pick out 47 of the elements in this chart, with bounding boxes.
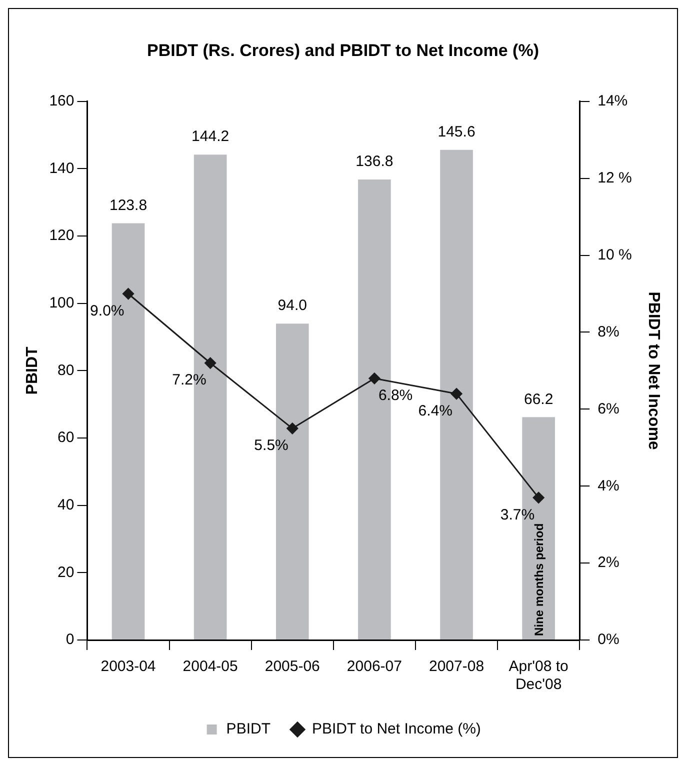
data-label: 123.8 (109, 196, 148, 214)
y2-tick-label: 0% (598, 631, 620, 648)
y2-tick-label: 14% (598, 92, 628, 110)
data-label: 7.2% (172, 372, 206, 389)
x-tick-label: 2006-07 (346, 658, 402, 676)
y2-tick-label: 6% (598, 400, 620, 418)
y-tick-label: 60 (58, 429, 74, 446)
annotation: Nine months period (532, 523, 546, 636)
legend-label: PBIDT to Net Income (%) (312, 720, 481, 738)
y2-tick-label: 4% (598, 477, 620, 494)
legend-label: PBIDT (226, 720, 270, 738)
y-tick-label: 0 (66, 631, 74, 648)
y-axis-title: PBIDT (24, 346, 42, 395)
y-tick-label: 80 (58, 362, 74, 379)
point (450, 388, 462, 400)
y2-tick-label: 10 % (598, 246, 632, 264)
data-label: 9.0% (90, 302, 124, 320)
point (368, 372, 380, 384)
data-label: 6.4% (418, 402, 453, 420)
point (204, 357, 216, 369)
point (122, 288, 134, 300)
point (532, 492, 544, 504)
y-tick-label: 20 (58, 564, 74, 581)
y2-axis-title: PBIDT to Net Income (644, 292, 662, 450)
y-tick-label: 120 (49, 227, 74, 244)
x-tick-label: 2004-05 (182, 658, 238, 676)
data-label: 3.7% (500, 506, 535, 524)
x-tick-label: 2007-08 (428, 658, 484, 676)
x-tick-label: 2005-06 (264, 658, 320, 676)
data-label: 6.8% (378, 387, 413, 404)
x-tick-label: 2003-04 (100, 658, 156, 676)
y2-tick-label: 8% (598, 323, 620, 340)
x-tick-label: Apr'08 to Dec'08 (508, 658, 568, 694)
point (286, 422, 298, 434)
y-tick-label: 160 (49, 92, 74, 110)
y2-tick-label: 12 % (598, 169, 632, 186)
data-label: 136.8 (356, 153, 394, 170)
y2-tick-label: 2% (598, 554, 620, 572)
data-label: 144.2 (192, 128, 230, 146)
data-label: 66.2 (524, 390, 554, 408)
y-tick-label: 140 (49, 160, 74, 177)
chart-title: PBIDT (Rs. Crores) and PBIDT to Net Income (%) (147, 40, 539, 60)
y-tick-label: 100 (49, 294, 74, 312)
y-tick-label: 40 (58, 496, 74, 514)
data-label: 145.6 (438, 124, 476, 141)
data-label: 5.5% (254, 437, 288, 454)
data-label: 94.0 (278, 297, 307, 314)
